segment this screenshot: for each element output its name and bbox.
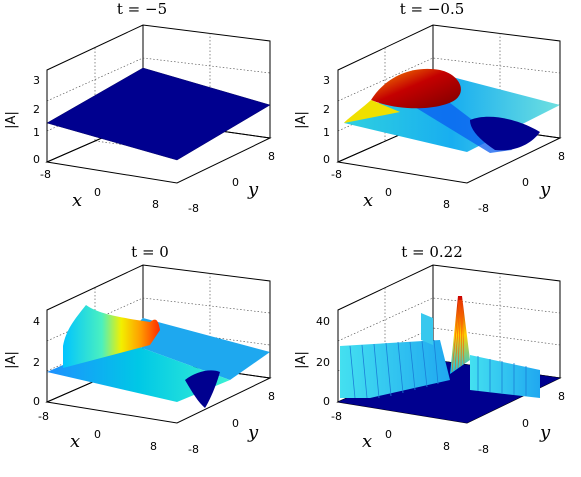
y-tick-label: -8: [188, 443, 199, 456]
y-axis-label: y: [247, 179, 259, 200]
x-tick-label: 0: [385, 186, 392, 199]
surface-wall-left: [340, 340, 450, 398]
surface-peak: [371, 68, 461, 109]
panel-1: t = −5 3 2 1 0 |A| -8 0 8 x 8 0 -8 y: [4, 0, 275, 215]
y-tick-label: 0: [522, 417, 529, 430]
x-axis-label: x: [362, 431, 372, 452]
x-tick-label: 0: [94, 186, 101, 199]
panel-title: t = 0: [131, 243, 169, 261]
y-tick-label: -8: [478, 202, 489, 215]
z-tick-label: 2: [323, 103, 330, 116]
surface-plane: [46, 67, 271, 161]
x-tick-label: 8: [443, 198, 450, 211]
x-tick-label: 8: [150, 440, 157, 453]
surface-wall-right-hatching: [477, 356, 527, 396]
panel-4: t = 0.22 40 20 0 |A| -8 0 8 x 8 0 -8 y: [294, 243, 565, 456]
panel-2: t = −0.5 3 2 1 0 |A| -8 0 8 x 8 0 -8 y: [294, 0, 565, 215]
z-axis-label: |A|: [4, 111, 19, 129]
y-tick-label: 0: [522, 176, 529, 189]
z-tick-label: 0: [323, 395, 330, 408]
x-tick-label: 8: [443, 440, 450, 453]
surface-spike-mesh: [451, 299, 465, 373]
surface-wall-hatching: [349, 339, 439, 399]
z-tick-label: 1: [33, 126, 40, 139]
x-tick-label: 0: [94, 428, 101, 441]
z-axis-label: |A|: [4, 351, 19, 369]
x-axis-label: x: [363, 190, 373, 211]
x-tick-label: -8: [331, 410, 342, 423]
y-axis-label: y: [539, 179, 551, 200]
z-axis-label: |A|: [294, 351, 309, 369]
y-tick-label: 8: [268, 150, 275, 163]
y-tick-label: -8: [478, 443, 489, 456]
surface-spike: [450, 296, 470, 374]
x-axis-label: x: [72, 190, 82, 211]
y-axis-label: y: [539, 422, 551, 443]
y-tick-label: 8: [268, 390, 275, 403]
x-tick-label: -8: [331, 168, 342, 181]
surface-wall-back: [421, 313, 433, 345]
panel-title: t = −5: [117, 0, 167, 18]
y-axis-label: y: [247, 422, 259, 443]
surface-ridge: [63, 305, 160, 368]
x-axis-label: x: [70, 431, 80, 452]
surface-peak-slope: [344, 100, 400, 123]
y-tick-label: 8: [558, 150, 565, 163]
surface-wall-right: [470, 355, 540, 398]
y-tick-label: -8: [188, 202, 199, 215]
z-tick-label: 0: [323, 153, 330, 166]
z-tick-label: 4: [33, 315, 40, 328]
z-tick-label: 1: [323, 126, 330, 139]
y-tick-label: 8: [558, 390, 565, 403]
z-tick-label: 2: [33, 103, 40, 116]
z-tick-label: 3: [323, 74, 330, 87]
x-tick-label: 0: [385, 428, 392, 441]
z-axis-label: |A|: [294, 111, 309, 129]
x-tick-label: -8: [40, 168, 51, 181]
y-tick-label: 0: [232, 417, 239, 430]
z-tick-label: 2: [33, 356, 40, 369]
x-tick-label: -8: [38, 410, 49, 423]
surface-trough: [470, 116, 540, 151]
z-tick-label: 3: [33, 74, 40, 87]
panel-title: t = 0.22: [401, 243, 463, 261]
surface-trough: [185, 370, 220, 408]
panel-title: t = −0.5: [400, 0, 465, 18]
x-tick-label: 8: [152, 198, 159, 211]
z-tick-label: 40: [316, 315, 330, 328]
z-tick-label: 0: [33, 395, 40, 408]
z-tick-label: 0: [33, 153, 40, 166]
y-tick-label: 0: [232, 176, 239, 189]
panel-3: t = 0 4 2 0 |A| -8 0 8 x 8 0 -8 y: [4, 243, 275, 456]
z-tick-label: 20: [316, 356, 330, 369]
